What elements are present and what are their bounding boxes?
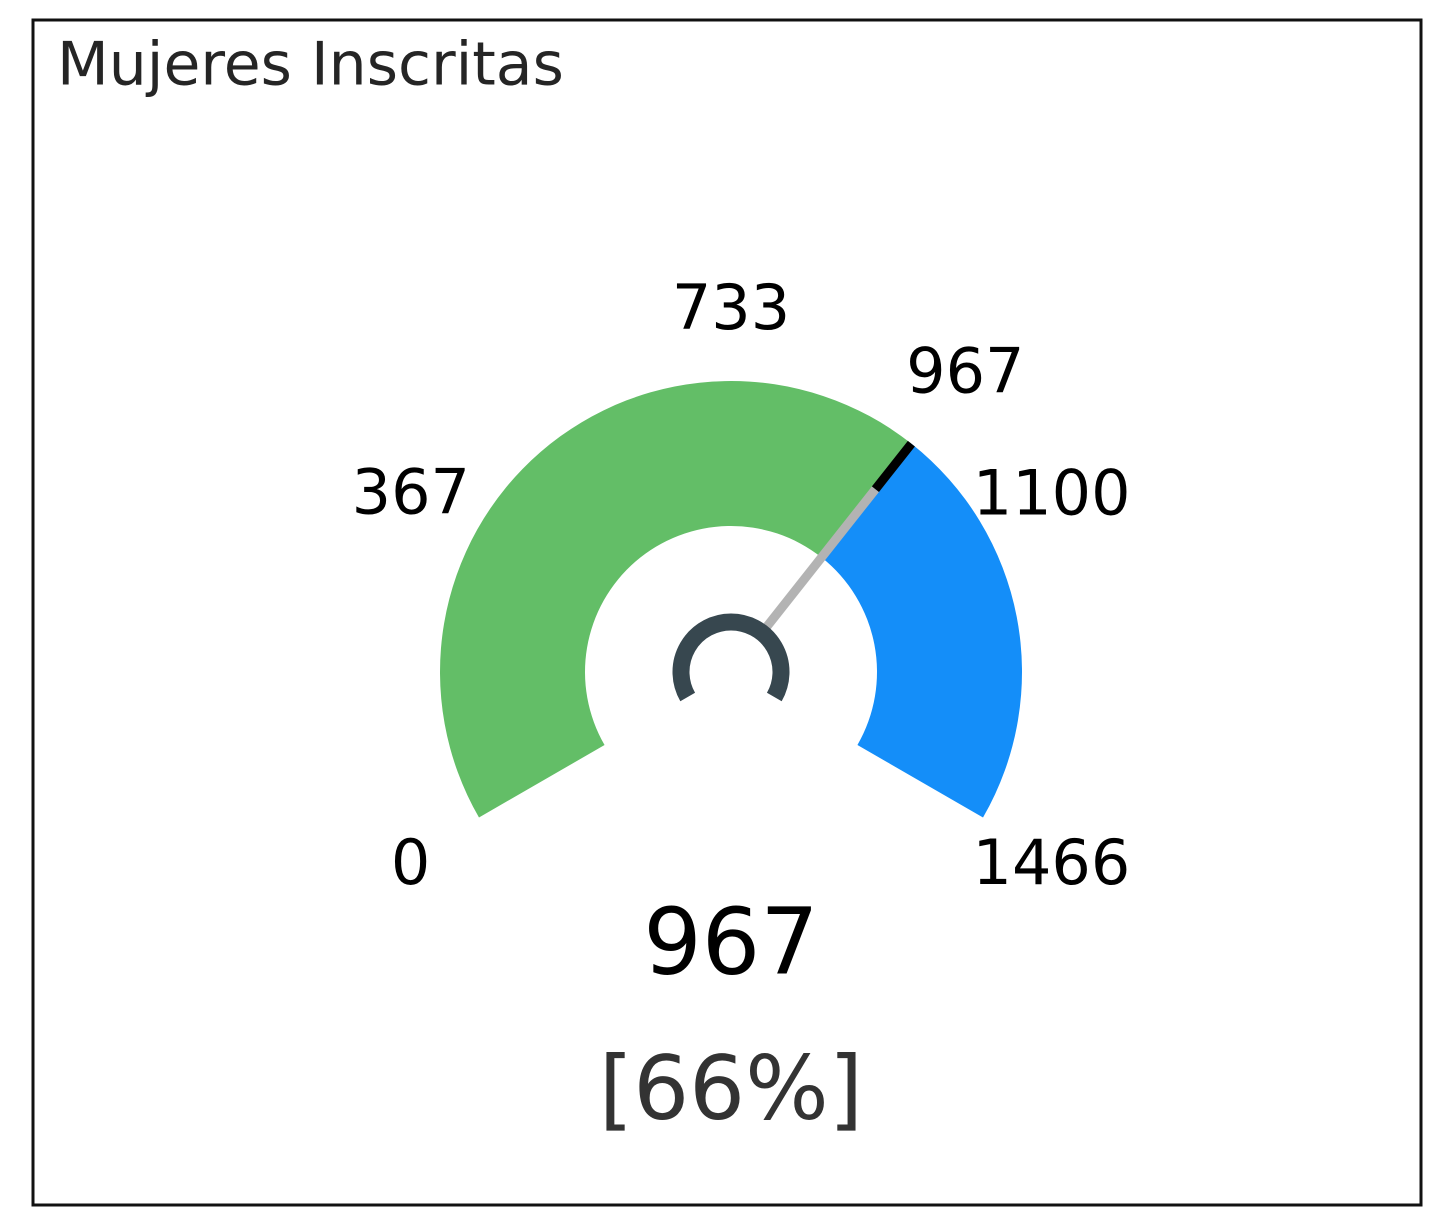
tick-label: 0: [391, 826, 430, 899]
needle-hub: [672, 613, 790, 702]
card-border: [31, 18, 1423, 1207]
tick-label: 1466: [973, 826, 1131, 899]
tick-label: 367: [352, 456, 470, 529]
chart-title: Mujeres Inscritas: [57, 30, 564, 100]
tick-label: 733: [672, 271, 790, 344]
tick-label: 1100: [973, 457, 1131, 530]
percent-label: [66%]: [599, 1037, 863, 1140]
value-band: [439, 380, 912, 818]
remaining-band: [821, 443, 1022, 818]
target-marker: [871, 440, 915, 492]
value-label: 967: [643, 888, 819, 995]
target-label: 967: [906, 334, 1024, 407]
needle: [762, 486, 879, 631]
